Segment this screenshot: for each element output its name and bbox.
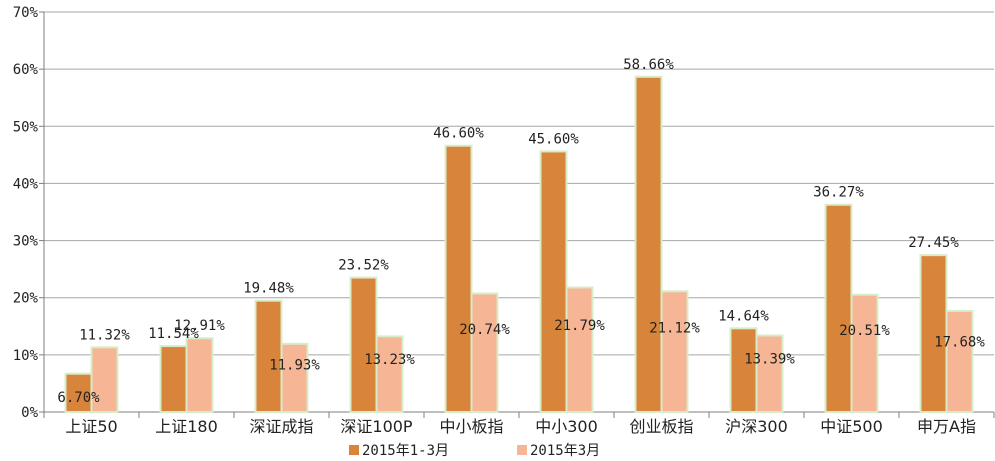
- bar-series-2: [280, 342, 309, 414]
- data-label-series-2: 20.74%: [459, 322, 510, 338]
- data-label-series-1: 6.70%: [57, 390, 100, 406]
- bar-series-1: [254, 299, 283, 413]
- data-label-series-1: 36.27%: [813, 185, 864, 201]
- legend-label-series-2: 2015年3月: [530, 443, 600, 459]
- y-tick-label: 60%: [13, 62, 39, 78]
- bar-series-1: [919, 254, 948, 413]
- x-axis-categories: 上证50 上证180 深证成指 深证100P 中小板指 中小300 创业板指 沪深300 中证5…: [65, 417, 976, 436]
- y-tick-label: 10%: [13, 348, 39, 364]
- y-tick-label: 20%: [13, 291, 39, 307]
- x-category-label: 上证50: [65, 417, 117, 436]
- x-category-label: 创业板指: [629, 417, 693, 436]
- data-label-series-1: 45.60%: [528, 131, 579, 147]
- bar-series-1: [444, 144, 473, 413]
- data-label-series-1: 14.64%: [718, 308, 769, 324]
- y-tick-label: 0%: [21, 405, 38, 421]
- bars: [64, 75, 974, 414]
- bar-series-2: [375, 335, 404, 413]
- data-label-series-2: 12.91%: [174, 318, 225, 334]
- bar-series-2: [850, 293, 879, 413]
- data-label-series-1: 23.52%: [338, 258, 389, 274]
- legend: 2015年1-3月 2015年3月: [349, 443, 600, 459]
- bar-series-2: [755, 334, 784, 413]
- bar-series-2: [660, 290, 689, 414]
- bar-series-2: [185, 337, 214, 414]
- data-label-series-2: 13.39%: [744, 351, 795, 367]
- legend-label-series-1: 2015年1-3月: [362, 443, 449, 459]
- x-category-label: 中小板指: [439, 417, 503, 436]
- bar-series-1: [64, 372, 93, 414]
- data-label-series-1: 27.45%: [908, 235, 959, 251]
- legend-swatch-series-2: [517, 445, 527, 455]
- bar-series-2: [565, 286, 594, 413]
- bar-series-1: [634, 75, 663, 414]
- data-label-series-1: 46.60%: [433, 126, 484, 142]
- y-tick-label: 50%: [13, 119, 39, 135]
- x-category-label: 中证500: [820, 417, 883, 436]
- x-category-label: 深证100P: [340, 417, 413, 436]
- data-label-series-1: 11.54%: [148, 326, 199, 342]
- data-label-series-2: 11.32%: [79, 327, 130, 343]
- bar-series-2: [90, 346, 119, 414]
- bar-series-2: [945, 309, 974, 414]
- x-category-label: 深证成指: [249, 417, 313, 436]
- bar-series-1: [159, 345, 188, 413]
- data-label-series-2: 21.12%: [649, 321, 700, 337]
- bar-series-1: [349, 276, 378, 413]
- legend-swatch-series-1: [349, 445, 359, 455]
- bar-series-2: [470, 292, 499, 413]
- data-label-series-2: 20.51%: [839, 323, 890, 339]
- y-axis-ticks: 0% 10% 20% 30% 40% 50% 60% 70%: [13, 5, 39, 421]
- bar-series-1: [539, 150, 568, 414]
- y-tick-label: 70%: [13, 5, 39, 21]
- y-tick-label: 40%: [13, 176, 39, 192]
- data-label-series-1: 19.48%: [243, 281, 294, 297]
- bar-series-1: [729, 327, 758, 414]
- data-label-series-2: 17.68%: [934, 334, 985, 350]
- y-tick-label: 30%: [13, 234, 39, 250]
- x-category-label: 沪深300: [725, 417, 788, 436]
- x-category-label: 中小300: [535, 417, 598, 436]
- data-label-series-2: 11.93%: [269, 357, 320, 373]
- bar-series-1: [824, 203, 853, 413]
- x-category-label: 上证180: [155, 417, 218, 436]
- data-label-series-2: 21.79%: [554, 318, 605, 334]
- data-labels: 6.70% 11.32% 11.54%12.91% 19.48% 11.93% 23.52…: [57, 57, 985, 406]
- data-label-series-2: 13.23%: [364, 352, 415, 368]
- data-label-series-1: 58.66%: [623, 57, 674, 73]
- x-category-label: 申万A指: [917, 417, 976, 436]
